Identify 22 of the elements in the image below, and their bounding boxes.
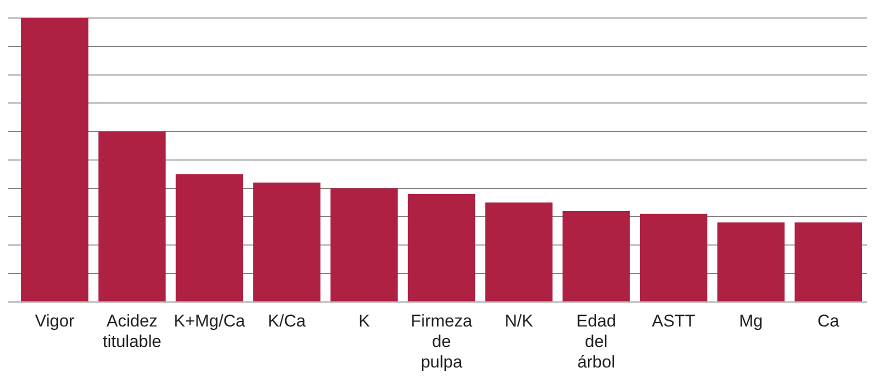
bar: [98, 132, 166, 302]
x-tick-label: Vigor: [34, 312, 75, 331]
bar: [717, 222, 785, 302]
bar: [794, 222, 862, 302]
bar: [408, 194, 476, 302]
bar: [176, 174, 244, 302]
x-tick-label: Acidez titulable: [102, 312, 162, 352]
bar: [640, 214, 708, 302]
bar: [253, 182, 320, 302]
x-tick-label: K/Ca: [268, 312, 306, 331]
x-tick-label: ASTT: [652, 312, 696, 331]
x-tick-label: Firmeza de pulpa: [410, 312, 473, 372]
bar: [485, 202, 553, 302]
x-tick-label: N/K: [504, 312, 534, 331]
bar: [330, 188, 398, 302]
bar: [21, 18, 88, 302]
x-tick-label: K+Mg/Ca: [174, 312, 246, 331]
x-tick-label: K: [358, 312, 370, 331]
x-tick-label: Edad del árbol: [576, 312, 616, 372]
bar: [562, 210, 630, 302]
x-tick-label: Mg: [739, 312, 763, 331]
x-tick-label: Ca: [817, 312, 840, 331]
